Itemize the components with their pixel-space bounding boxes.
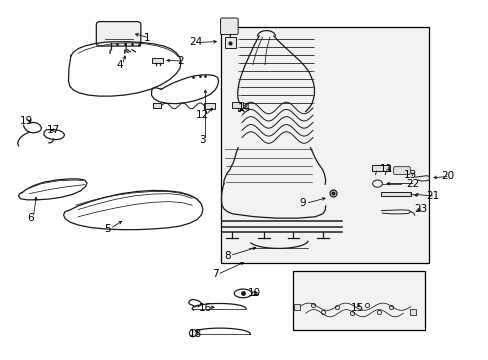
Bar: [381, 192, 410, 196]
FancyBboxPatch shape: [393, 167, 409, 175]
Bar: [224, 37, 235, 48]
Text: 6: 6: [27, 213, 34, 223]
FancyBboxPatch shape: [220, 18, 238, 35]
Text: 11: 11: [379, 164, 392, 174]
Bar: [293, 271, 425, 330]
Text: 24: 24: [188, 37, 202, 48]
Text: 22: 22: [406, 179, 419, 189]
Text: 7: 7: [211, 269, 218, 279]
Text: 12: 12: [196, 110, 209, 120]
Text: 21: 21: [425, 191, 439, 201]
Bar: [204, 103, 215, 109]
Bar: [409, 309, 415, 315]
Text: 19: 19: [20, 116, 34, 126]
Text: 3: 3: [199, 135, 206, 145]
Text: 15: 15: [349, 303, 363, 313]
Bar: [151, 58, 163, 63]
Text: 1: 1: [143, 33, 150, 43]
Text: 8: 8: [224, 251, 230, 261]
Bar: [221, 27, 428, 263]
Bar: [371, 165, 389, 171]
Text: 9: 9: [299, 198, 306, 208]
Text: 20: 20: [440, 171, 453, 181]
Text: 13: 13: [403, 170, 417, 180]
Text: 10: 10: [247, 288, 260, 298]
Text: 5: 5: [104, 224, 111, 234]
Text: 23: 23: [413, 204, 427, 214]
Text: 4: 4: [116, 60, 123, 70]
Bar: [232, 102, 243, 108]
Text: 18: 18: [188, 329, 202, 339]
Bar: [294, 304, 300, 310]
Text: 2: 2: [177, 56, 184, 66]
Text: 16: 16: [198, 303, 212, 313]
FancyBboxPatch shape: [96, 22, 141, 46]
Bar: [153, 103, 161, 108]
Text: 17: 17: [47, 125, 61, 135]
Text: 14: 14: [237, 103, 251, 113]
Circle shape: [189, 330, 198, 336]
